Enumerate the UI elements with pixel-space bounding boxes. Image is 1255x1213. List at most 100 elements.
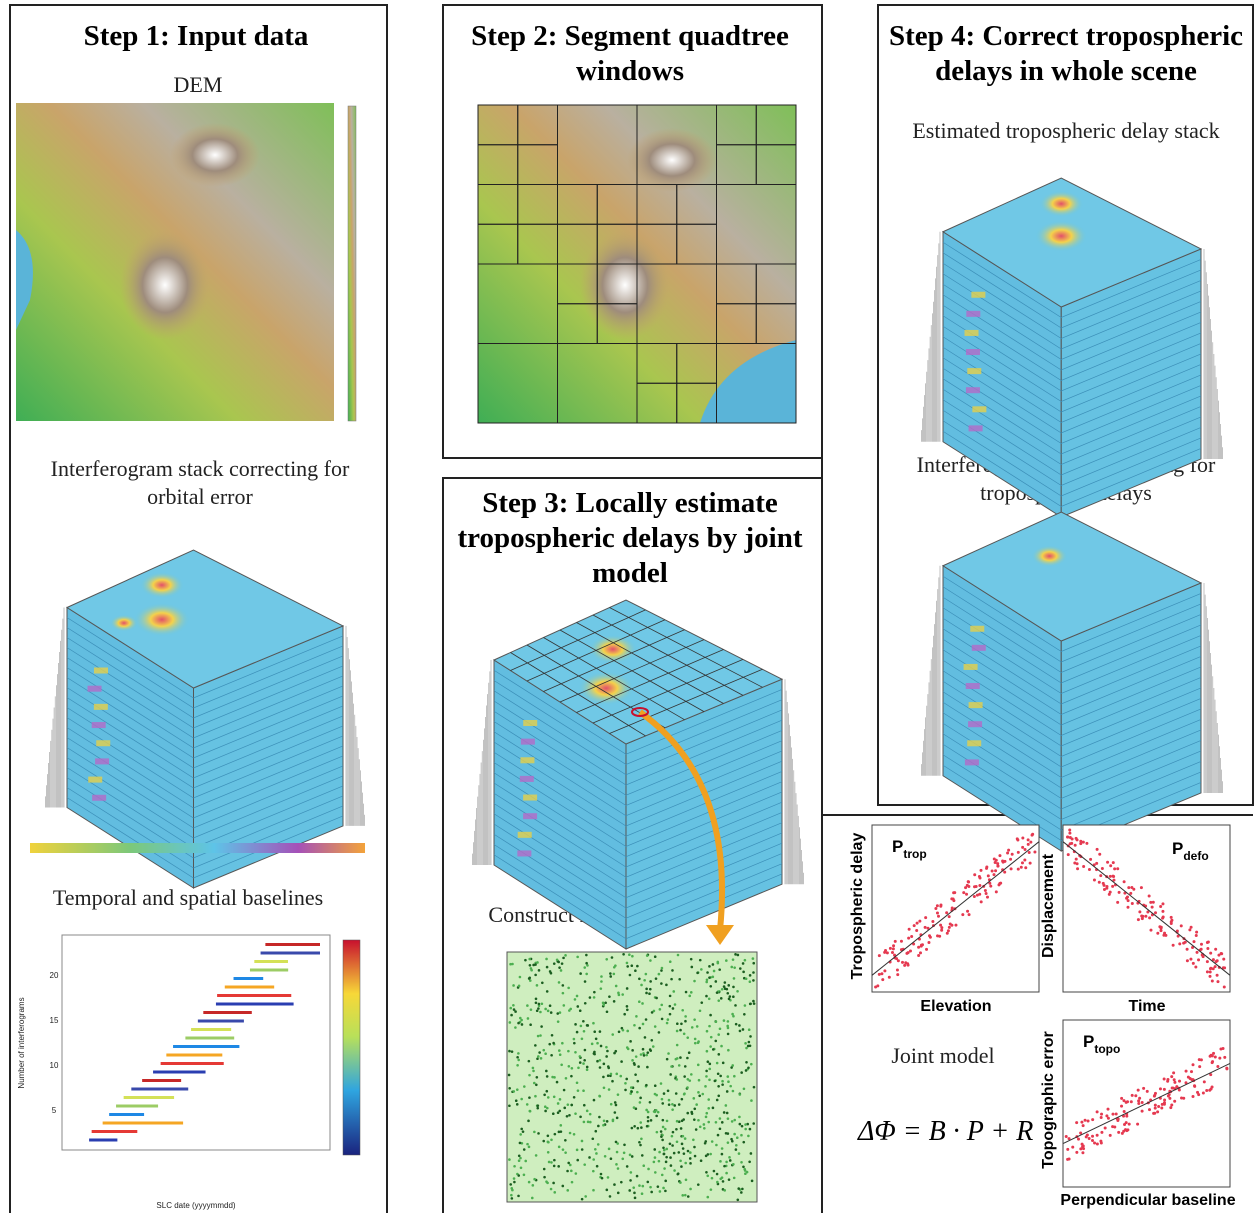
- sample: [1077, 1138, 1080, 1141]
- x-axis-label: SLC date (yyyymmdd): [156, 1201, 235, 1210]
- node: [533, 1178, 536, 1181]
- sample: [1172, 944, 1175, 947]
- sample: [978, 884, 981, 887]
- sample: [1178, 1080, 1181, 1083]
- node: [698, 1095, 701, 1098]
- sample: [1033, 850, 1036, 853]
- node: [681, 1098, 684, 1101]
- node: [719, 1160, 722, 1163]
- node: [715, 980, 718, 983]
- sample: [1129, 892, 1132, 895]
- node: [645, 1054, 648, 1057]
- anomaly: [517, 850, 531, 856]
- node: [738, 1116, 741, 1119]
- node: [629, 974, 632, 977]
- node: [750, 1152, 753, 1155]
- node: [592, 1189, 595, 1192]
- node: [629, 1179, 632, 1182]
- node: [579, 972, 582, 975]
- node: [537, 1104, 540, 1107]
- anomaly: [972, 645, 986, 651]
- node: [720, 1045, 723, 1048]
- node: [721, 1121, 724, 1124]
- node: [550, 1054, 553, 1057]
- node: [745, 977, 748, 980]
- node: [558, 966, 561, 969]
- node: [739, 967, 742, 970]
- node: [557, 961, 560, 964]
- node: [665, 984, 668, 987]
- node: [512, 1004, 515, 1007]
- sample: [889, 947, 892, 950]
- node: [701, 1093, 704, 1096]
- sample: [1153, 1112, 1156, 1115]
- sample: [1210, 1087, 1213, 1090]
- node: [570, 1170, 573, 1173]
- node: [673, 1152, 676, 1155]
- node: [508, 1087, 511, 1090]
- node: [557, 1165, 560, 1168]
- node: [744, 1172, 747, 1175]
- node: [585, 954, 588, 957]
- sample: [1007, 849, 1010, 852]
- node: [611, 956, 614, 959]
- node: [583, 1059, 586, 1062]
- sample: [1068, 832, 1071, 835]
- sample: [1096, 1134, 1099, 1137]
- node: [535, 1083, 538, 1086]
- node: [727, 984, 730, 987]
- node: [624, 1089, 627, 1092]
- node: [707, 1121, 710, 1124]
- node: [547, 1134, 550, 1137]
- sample: [1120, 1105, 1123, 1108]
- joint-model-label: Joint model: [891, 1043, 994, 1068]
- node: [698, 1079, 701, 1082]
- node: [560, 969, 563, 972]
- node: [654, 1025, 657, 1028]
- sample: [1131, 902, 1134, 905]
- node: [716, 1181, 719, 1184]
- node: [530, 1008, 533, 1011]
- node: [635, 1015, 638, 1018]
- anomaly: [967, 740, 981, 746]
- node: [720, 997, 723, 1000]
- sample: [1146, 1090, 1149, 1093]
- node: [561, 1042, 564, 1045]
- node: [615, 1073, 618, 1076]
- node: [568, 1065, 571, 1068]
- node: [512, 1090, 515, 1093]
- y-axis-label: Displacement: [1040, 853, 1057, 958]
- node: [733, 1075, 736, 1078]
- sample: [1031, 834, 1034, 837]
- anomaly: [94, 668, 108, 674]
- node: [551, 1076, 554, 1079]
- node: [623, 1144, 626, 1147]
- node: [714, 1040, 717, 1043]
- node: [710, 1188, 713, 1191]
- sample: [939, 904, 942, 907]
- sample: [954, 924, 957, 927]
- node: [726, 1090, 729, 1093]
- node: [748, 1028, 751, 1031]
- node: [723, 1019, 726, 1022]
- sample: [1003, 860, 1006, 863]
- node: [612, 1120, 615, 1123]
- sample: [895, 957, 898, 960]
- node: [573, 1133, 576, 1136]
- sample: [980, 869, 983, 872]
- sample: [934, 907, 937, 910]
- sample: [948, 926, 951, 929]
- sample: [1171, 1087, 1174, 1090]
- sample: [1223, 1056, 1226, 1059]
- sample: [900, 940, 903, 943]
- node: [656, 1131, 659, 1134]
- node: [724, 981, 727, 984]
- node: [746, 1123, 749, 1126]
- step2-title: windows: [576, 55, 684, 87]
- node: [645, 1018, 648, 1021]
- sample: [979, 877, 982, 880]
- sample: [1091, 1139, 1094, 1142]
- node: [568, 1114, 571, 1117]
- sample: [1206, 960, 1209, 963]
- sample: [1100, 1142, 1103, 1145]
